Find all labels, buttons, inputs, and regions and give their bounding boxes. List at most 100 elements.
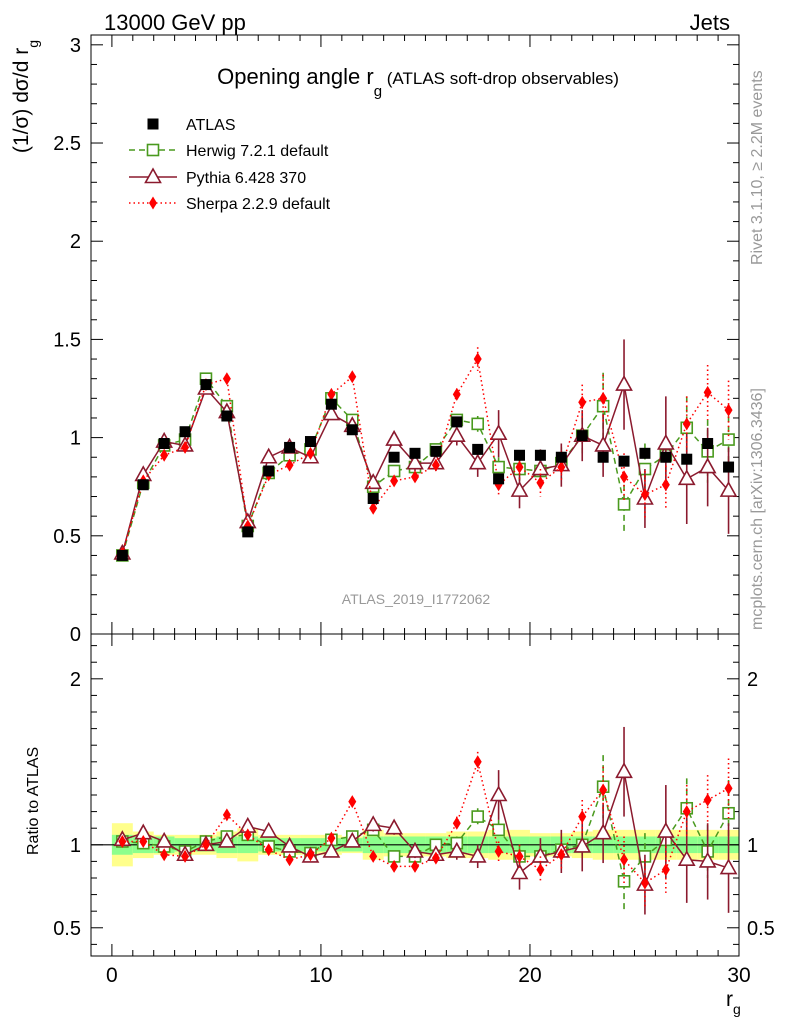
- x-axis-label-sub: g: [733, 1001, 741, 1017]
- data-point-atlas: [660, 451, 672, 463]
- data-point-atlas: [263, 465, 275, 477]
- data-point-sherpa-2-2-9-default: [348, 370, 357, 384]
- data-point-pythia-6-428-370: [594, 823, 612, 840]
- legend-label-atlas: ATLAS: [186, 117, 236, 134]
- data-point-atlas: [681, 453, 693, 465]
- data-point-atlas: [346, 424, 358, 436]
- analysis-label: ATLAS_2019_I1772062: [342, 591, 491, 607]
- series-line-herwig-7-2-1-default: [121, 377, 729, 556]
- data-point-sherpa-2-2-9-default: [160, 848, 169, 862]
- y-tick-label-ratio: 0.5: [53, 918, 81, 940]
- data-point-sherpa-2-2-9-default: [703, 385, 712, 399]
- data-point-atlas: [325, 398, 337, 410]
- y-axis-label-main-text: (1/σ) dσ/d r: [10, 48, 33, 153]
- mcplots-label: mcplots.cern.ch [arXiv:1306.3436]: [749, 388, 766, 630]
- data-point-sherpa-2-2-9-default: [390, 474, 399, 488]
- data-point-pythia-6-428-370: [447, 425, 466, 442]
- data-point-sherpa-2-2-9-default: [222, 372, 231, 386]
- chart-title-tail: (ATLAS soft-drop observables): [382, 69, 619, 88]
- y-tick-label-main: 1.5: [53, 329, 81, 351]
- data-point-sherpa-2-2-9-default: [411, 470, 419, 484]
- rivet-label: Rivet 3.1.10, ≥ 2.2M events: [749, 70, 766, 265]
- data-point-sherpa-2-2-9-default: [285, 458, 294, 472]
- data-point-sherpa-2-2-9-default: [306, 848, 315, 862]
- data-point-atlas: [158, 437, 170, 449]
- data-point-pythia-6-428-370: [280, 836, 299, 853]
- data-point-pythia-6-428-370: [259, 447, 278, 464]
- header-left: 13000 GeV pp: [104, 10, 246, 35]
- data-point-sherpa-2-2-9-default: [724, 403, 733, 417]
- data-point-pythia-6-428-370: [322, 841, 341, 858]
- legend-label-sherpa-2-2-9-default: Sherpa 2.2.9 default: [186, 196, 331, 213]
- data-point-pythia-6-428-370: [364, 815, 383, 832]
- data-point-pythia-6-428-370: [385, 818, 403, 835]
- data-point-sherpa-2-2-9-default: [494, 844, 503, 858]
- data-point-sherpa-2-2-9-default: [682, 805, 691, 819]
- data-point-sherpa-2-2-9-default: [452, 816, 461, 830]
- data-point-sherpa-2-2-9-default: [599, 783, 608, 797]
- data-point-pythia-6-428-370: [155, 831, 174, 848]
- y-tick-label-ratio-right: 1: [747, 835, 758, 857]
- data-point-sherpa-2-2-9-default: [201, 838, 210, 852]
- data-point-herwig-7-2-1-default: [471, 810, 485, 823]
- data-point-pythia-6-428-370: [510, 480, 529, 497]
- data-point-atlas: [597, 451, 609, 463]
- data-point-sherpa-2-2-9-default: [661, 478, 670, 492]
- data-point-atlas: [284, 441, 296, 453]
- data-point-sherpa-2-2-9-default: [348, 795, 357, 809]
- data-point-pythia-6-428-370: [698, 457, 717, 474]
- data-point-herwig-7-2-1-default: [471, 417, 485, 431]
- data-point-sherpa-2-2-9-default: [452, 387, 461, 401]
- data-point-sherpa-2-2-9-default: [536, 476, 545, 490]
- data-point-sherpa-2-2-9-default: [285, 853, 294, 867]
- data-point-pythia-6-428-370: [677, 469, 696, 486]
- data-point-pythia-6-428-370: [406, 841, 424, 858]
- x-axis-label-main: r: [726, 988, 733, 1011]
- data-point-sherpa-2-2-9-default: [661, 863, 670, 877]
- series-layer: [113, 339, 738, 915]
- data-point-atlas: [200, 379, 212, 391]
- data-point-sherpa-2-2-9-default: [369, 501, 378, 515]
- data-point-atlas: [451, 416, 463, 428]
- data-point-herwig-7-2-1-default: [492, 460, 505, 474]
- data-point-pythia-6-428-370: [218, 831, 236, 848]
- data-point-sherpa-2-2-9-default: [640, 488, 649, 502]
- data-point-sherpa-2-2-9-default: [473, 755, 482, 769]
- data-point-sherpa-2-2-9-default: [620, 470, 629, 484]
- y-tick-label-ratio-right: 0.5: [747, 918, 775, 940]
- chart-title-sub: g: [374, 83, 382, 100]
- legend-marker-atlas: [147, 118, 159, 130]
- data-point-sherpa-2-2-9-default: [724, 781, 733, 795]
- data-point-atlas: [221, 410, 233, 422]
- y-tick-label-ratio: 2: [70, 669, 81, 691]
- series-sherpa-2-2-9-default: [118, 347, 733, 907]
- data-point-herwig-7-2-1-default: [617, 875, 631, 888]
- data-point-atlas: [702, 437, 714, 449]
- data-point-atlas: [472, 443, 484, 455]
- data-point-sherpa-2-2-9-default: [369, 849, 378, 863]
- data-point-atlas: [493, 473, 505, 485]
- data-point-sherpa-2-2-9-default: [139, 834, 148, 848]
- data-point-herwig-7-2-1-default: [617, 498, 631, 511]
- y-tick-label-main: 2: [70, 231, 81, 253]
- data-point-sherpa-2-2-9-default: [327, 831, 336, 845]
- data-point-sherpa-2-2-9-default: [620, 853, 629, 867]
- data-point-sherpa-2-2-9-default: [515, 849, 524, 863]
- data-point-sherpa-2-2-9-default: [578, 395, 587, 409]
- data-point-pythia-6-428-370: [468, 453, 487, 470]
- data-point-pythia-6-428-370: [468, 846, 487, 863]
- data-point-sherpa-2-2-9-default: [473, 352, 482, 366]
- data-point-pythia-6-428-370: [677, 850, 696, 867]
- data-point-pythia-6-428-370: [259, 821, 278, 838]
- data-point-sherpa-2-2-9-default: [181, 849, 190, 863]
- x-tick-label: 10: [309, 964, 332, 987]
- data-point-pythia-6-428-370: [385, 429, 403, 446]
- data-point-pythia-6-428-370: [447, 841, 466, 858]
- data-point-atlas: [242, 526, 254, 538]
- data-point-sherpa-2-2-9-default: [536, 863, 545, 877]
- y-tick-label-main: 3: [70, 35, 81, 57]
- x-axis-label: rg: [726, 988, 741, 1017]
- series-line-pythia-6-428-370: [121, 381, 730, 554]
- chart-title-main: Opening angle r: [217, 64, 374, 89]
- data-point-pythia-6-428-370: [489, 785, 508, 802]
